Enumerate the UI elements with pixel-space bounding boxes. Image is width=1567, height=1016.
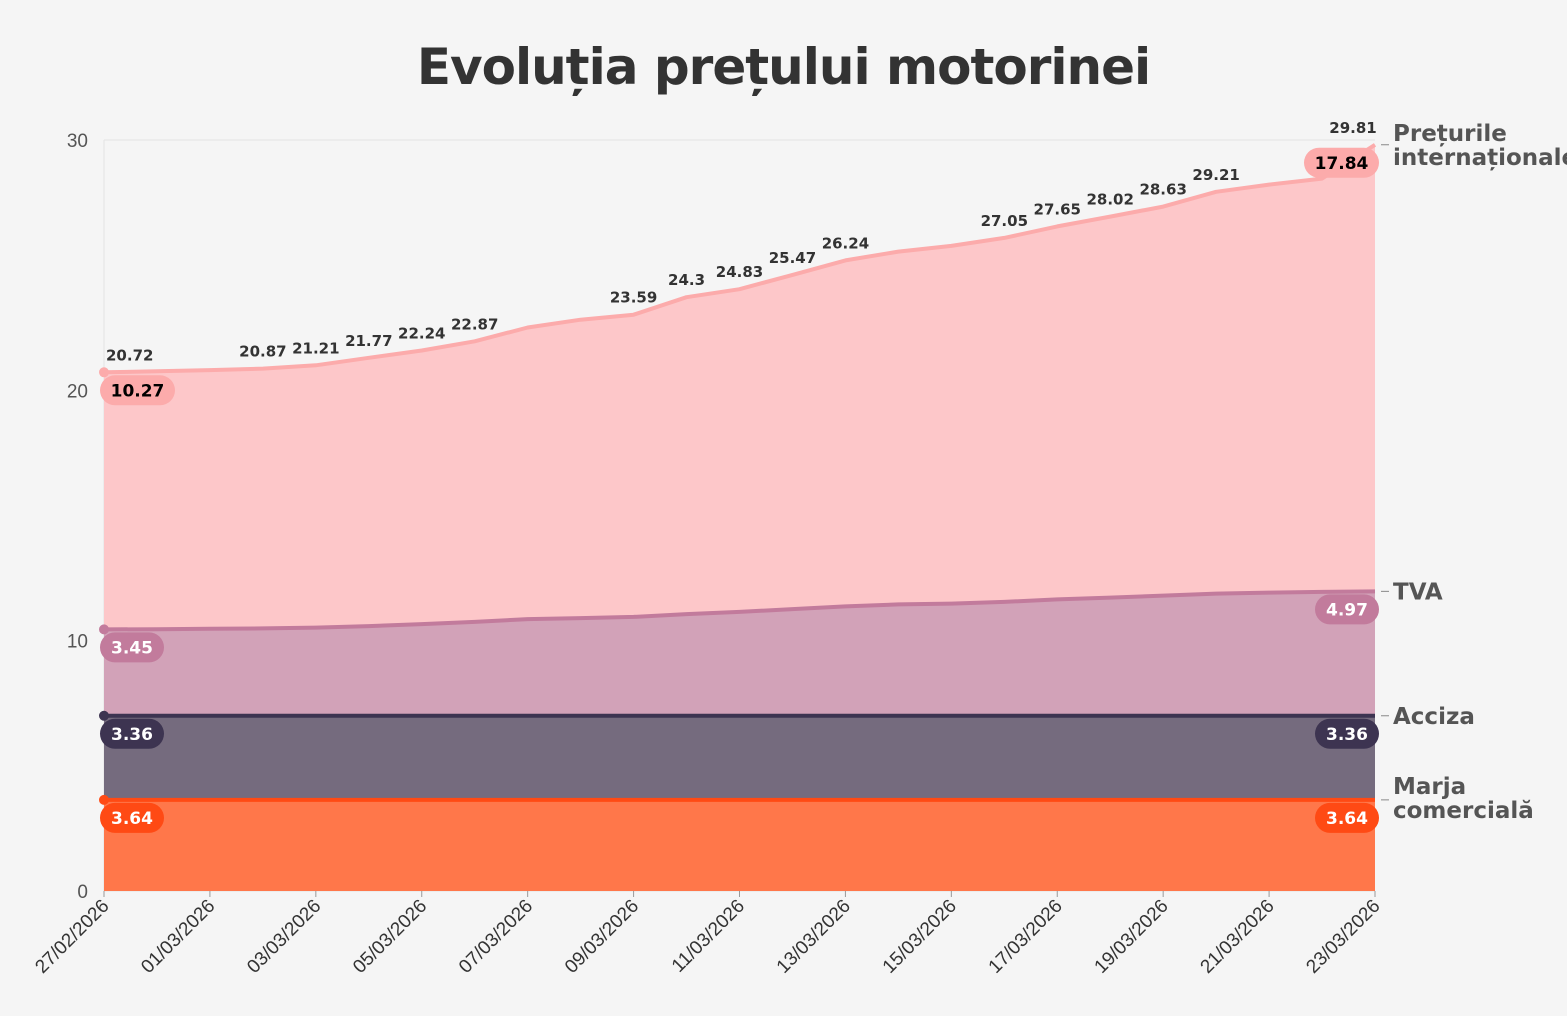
y-tick-label: 30 bbox=[67, 131, 88, 152]
series-line-2 bbox=[103, 589, 1376, 632]
series-name-label: Prețurile internaționale bbox=[1393, 121, 1567, 171]
series-start-dot-1 bbox=[99, 710, 109, 721]
series-name-label: Marja comercială bbox=[1393, 774, 1534, 824]
series-start-dot-2 bbox=[99, 624, 109, 635]
total-label: 20.87 bbox=[239, 343, 286, 361]
x-axis-ticks: 27/02/2026 01/03/2026 03/03/2026 05/03/2026… bbox=[31, 891, 1385, 978]
value-badge-text: 4.97 bbox=[1326, 600, 1368, 620]
series-name-labels: Marja comercială Acciza TVA Prețurile interna… bbox=[1381, 121, 1567, 824]
series-name-line: internaționale bbox=[1393, 145, 1567, 171]
value-badge-text: 3.36 bbox=[111, 725, 153, 745]
series-start-dot-0 bbox=[99, 794, 109, 805]
total-label: 29.81 bbox=[1329, 119, 1376, 137]
chart-title: Evoluția prețului motorinei bbox=[416, 38, 1151, 96]
series-name-line: Marja bbox=[1393, 774, 1466, 800]
value-badge-bg bbox=[100, 718, 164, 749]
y-tick-label: 10 bbox=[67, 632, 88, 653]
value-badge-bg bbox=[1315, 802, 1379, 833]
total-label: 21.77 bbox=[345, 332, 392, 350]
total-label: 27.65 bbox=[1034, 200, 1081, 218]
total-label: 29.21 bbox=[1192, 166, 1239, 184]
x-tick-label: 23/03/2026 bbox=[1302, 896, 1384, 978]
total-label: 26.24 bbox=[822, 234, 869, 252]
total-label: 20.72 bbox=[106, 346, 153, 364]
area-0 bbox=[104, 799, 1375, 891]
total-label: 24.3 bbox=[668, 271, 705, 289]
series-name-label: TVA bbox=[1393, 579, 1443, 605]
total-label: 24.83 bbox=[716, 263, 763, 281]
value-badge-bg bbox=[1304, 147, 1379, 178]
x-tick-label: 05/03/2026 bbox=[349, 896, 431, 978]
series-name-line: TVA bbox=[1393, 579, 1443, 605]
x-tick-label: 07/03/2026 bbox=[455, 896, 537, 978]
total-label: 28.02 bbox=[1086, 191, 1133, 209]
series-line-3 bbox=[103, 143, 1377, 375]
value-badges: 3.64 3.64 3.36 3.36 3.45 4.97 10.27 17.84 bbox=[100, 147, 1379, 833]
total-label: 22.87 bbox=[451, 315, 498, 333]
x-tick-label: 01/03/2026 bbox=[137, 896, 219, 978]
series-name-line: comercială bbox=[1393, 798, 1534, 824]
total-labels: 20.72 20.87 21.21 21.77 22.24 22.87 23.59 24.3 2… bbox=[106, 119, 1377, 365]
area-2 bbox=[104, 591, 1375, 716]
value-badge-bg bbox=[1315, 718, 1379, 749]
series-name-line: Acciza bbox=[1393, 704, 1475, 730]
y-axis-ticks: 0 10 20 30 bbox=[67, 131, 88, 903]
total-label: 22.24 bbox=[398, 325, 445, 343]
value-badge-text: 3.45 bbox=[111, 638, 153, 658]
value-badge-bg bbox=[1315, 594, 1379, 625]
series-lines bbox=[99, 143, 1377, 805]
series-areas bbox=[104, 144, 1375, 891]
x-tick-label: 15/03/2026 bbox=[879, 896, 961, 978]
area-3 bbox=[104, 144, 1375, 630]
value-badge-bg bbox=[100, 632, 164, 663]
x-tick-label: 03/03/2026 bbox=[243, 896, 325, 978]
x-tick-label: 13/03/2026 bbox=[773, 896, 855, 978]
total-label: 25.47 bbox=[769, 249, 816, 267]
series-start-dot-3 bbox=[99, 367, 109, 378]
value-badge-text: 3.36 bbox=[1326, 725, 1368, 745]
x-tick-label: 19/03/2026 bbox=[1091, 896, 1173, 978]
series-name-label: Acciza bbox=[1393, 704, 1475, 730]
value-badge-text: 10.27 bbox=[111, 381, 165, 401]
total-label: 23.59 bbox=[610, 289, 657, 307]
x-tick-label: 09/03/2026 bbox=[561, 896, 643, 978]
value-badge-bg bbox=[100, 375, 175, 406]
x-tick-label: 11/03/2026 bbox=[668, 896, 749, 977]
total-label: 27.05 bbox=[981, 212, 1028, 230]
area-1 bbox=[104, 715, 1375, 800]
y-tick-label: 20 bbox=[67, 381, 88, 402]
x-tick-label: 17/03/2026 bbox=[985, 896, 1067, 978]
value-badge-text: 3.64 bbox=[111, 809, 153, 829]
value-badge-text: 17.84 bbox=[1315, 154, 1369, 174]
series-name-line: Prețurile bbox=[1393, 121, 1507, 147]
total-label: 21.21 bbox=[292, 339, 339, 357]
value-badge-bg bbox=[100, 802, 164, 833]
x-tick-label: 27/02/2026 bbox=[31, 896, 113, 978]
y-tick-label: 0 bbox=[77, 882, 88, 903]
value-badge-text: 3.64 bbox=[1326, 809, 1368, 829]
x-tick-label: 21/03/2026 bbox=[1197, 896, 1279, 978]
total-label: 28.63 bbox=[1139, 181, 1186, 199]
